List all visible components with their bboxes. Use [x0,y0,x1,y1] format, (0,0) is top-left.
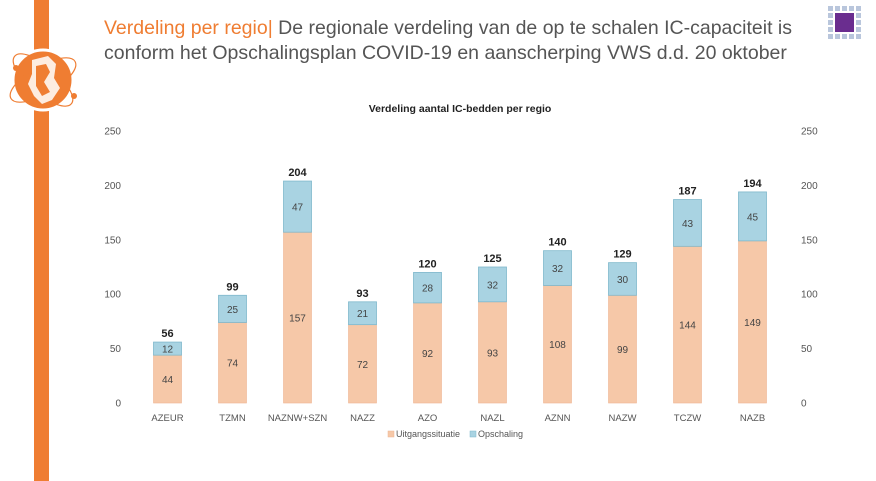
x-axis-tick-label: NAZB [740,413,765,424]
bar-opschaling [413,272,442,304]
orange-side-stripe [34,0,49,481]
data-label-opschaling: 47 [292,203,304,214]
netherlands-map-logo [9,48,77,112]
data-label-opschaling: 45 [747,212,759,223]
data-label-total: 129 [613,249,631,261]
x-axis-tick-label: NAZZ [350,413,375,424]
data-label-uitgangssituatie: 74 [227,359,239,370]
bar-uitgangssituatie [608,294,637,404]
bar-opschaling [348,301,377,326]
data-label-opschaling: 12 [162,345,174,356]
bar-opschaling [153,341,182,356]
x-axis-tick-label: NAZW [609,413,637,424]
header-accent-title: Verdeling per regio| [104,17,273,39]
x-axis-tick-label: TCZW [674,413,701,424]
y-axis-left-tick-label: 250 [104,127,121,138]
data-label-opschaling: 28 [422,284,434,295]
bar-opschaling [283,180,312,233]
data-label-total: 93 [356,288,368,300]
data-label-opschaling: 32 [552,264,564,275]
data-label-total: 194 [743,178,762,190]
data-label-opschaling: 21 [357,309,369,320]
page-header: Verdeling per regio| De regionale verdel… [104,16,804,66]
bar-uitgangssituatie [413,302,442,404]
y-axis-left-tick-label: 100 [104,290,121,301]
y-axis-right-tick-label: 0 [801,399,807,410]
x-axis-tick-label: NAZNW+SZN [268,413,328,424]
bar-uitgangssituatie [153,354,182,404]
legend-label-uitgangssituatie: Uitgangssituatie [396,429,460,439]
data-label-uitgangssituatie: 99 [617,345,629,356]
data-label-uitgangssituatie: 92 [422,349,434,360]
bar-uitgangssituatie [478,301,507,404]
y-axis-right-tick-label: 250 [801,127,818,138]
bar-uitgangssituatie [348,324,377,404]
data-label-total: 120 [418,258,436,270]
data-label-total: 125 [483,253,501,265]
y-axis-left-tick-label: 150 [104,235,121,246]
bar-opschaling [738,191,767,242]
bar-uitgangssituatie [738,240,767,404]
y-axis-left-tick-label: 200 [104,181,121,192]
bar-opschaling [218,294,247,323]
legend-label-opschaling: Opschaling [478,429,523,439]
x-axis-tick-label: AZNN [545,413,571,424]
y-axis-right-tick-label: 200 [801,181,818,192]
x-axis-tick-label: TZMN [219,413,246,424]
bar-opschaling [543,250,572,286]
legend-swatch-uitgangssituatie [387,430,395,438]
x-axis-tick-label: AZO [418,413,438,424]
data-label-total: 99 [226,281,238,293]
y-axis-right-tick-label: 150 [801,235,818,246]
bar-opschaling [608,262,637,296]
data-label-uitgangssituatie: 149 [744,318,761,329]
data-label-opschaling: 43 [682,219,694,230]
data-label-uitgangssituatie: 157 [289,314,306,325]
legend-swatch-opschaling [469,430,477,438]
data-label-opschaling: 30 [617,275,629,286]
y-axis-right-tick-label: 50 [801,344,813,355]
y-axis-left-tick-label: 50 [110,344,122,355]
data-label-total: 140 [548,237,566,249]
x-axis-tick-label: NAZL [480,413,504,424]
grid-square-logo-icon [828,6,861,39]
bar-uitgangssituatie [543,285,572,404]
data-label-uitgangssituatie: 44 [162,375,174,386]
data-label-total: 56 [161,328,173,340]
y-axis-left-tick-label: 0 [115,399,121,410]
chart-title: Verdeling aantal IC-bedden per regio [369,103,552,115]
bar-opschaling [478,266,507,303]
data-label-opschaling: 32 [487,280,499,291]
data-label-total: 204 [288,167,307,179]
bar-uitgangssituatie [673,246,702,404]
data-label-total: 187 [678,186,696,198]
data-label-uitgangssituatie: 144 [679,321,696,332]
bar-uitgangssituatie [218,322,247,404]
header-title-rest: De regionale verdeling van de op te scha… [104,17,792,64]
bar-opschaling [673,199,702,247]
y-axis-right-tick-label: 100 [801,290,818,301]
data-label-uitgangssituatie: 108 [549,340,566,351]
data-label-uitgangssituatie: 93 [487,348,499,359]
data-label-uitgangssituatie: 72 [357,360,369,371]
x-axis-tick-label: AZEUR [151,413,183,424]
data-label-opschaling: 25 [227,305,239,316]
